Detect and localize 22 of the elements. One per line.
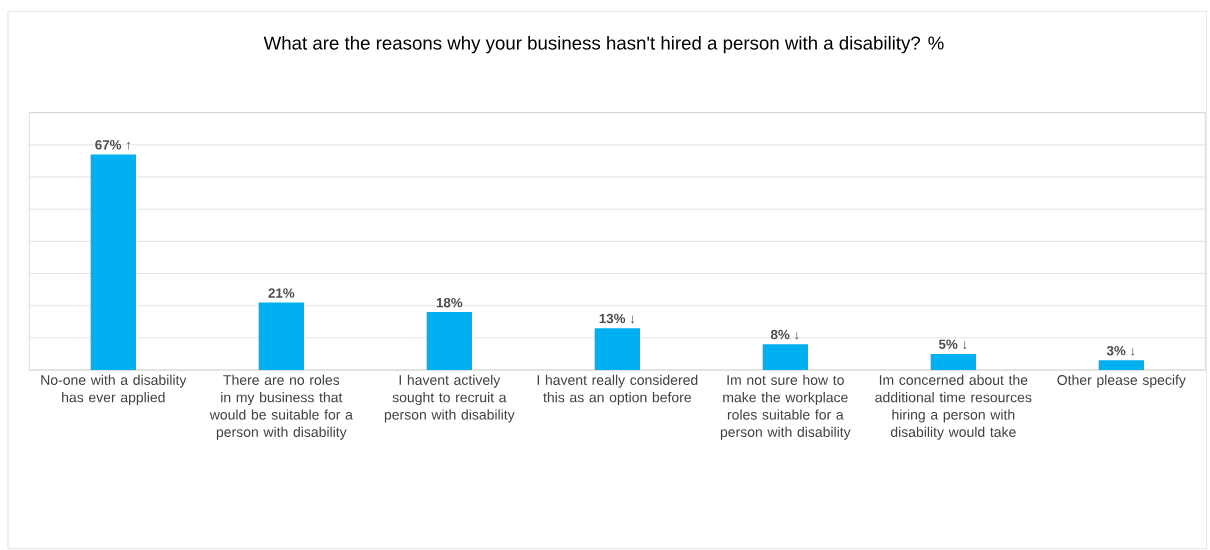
- data-label: 18%: [436, 297, 463, 308]
- data-label: 5% ↓: [938, 339, 967, 350]
- bar: [426, 312, 472, 370]
- x-tick-label: There are no roles in my business that would be suitable for a person with disability: [209, 374, 353, 440]
- bar: [594, 328, 641, 370]
- data-label: 13% ↓: [599, 313, 635, 324]
- data-label: 67% ↑: [95, 140, 131, 150]
- bar: [258, 302, 304, 370]
- chart-title: What are the reasons why your business hasn't hired a person with a disability? %: [263, 35, 944, 54]
- x-tick-label: Im not sure how to make the workplace roles suitable for a person with disability: [720, 374, 851, 440]
- bar: [762, 344, 809, 370]
- bar: [1098, 360, 1145, 370]
- x-tick-label: I havent actively sought to recruit a person with disability: [384, 374, 515, 423]
- bar: [90, 154, 136, 370]
- data-label: 3% ↓: [1106, 345, 1135, 356]
- x-tick-label: No-one with a disability has ever applied: [41, 374, 187, 406]
- x-tick-label: I havent really considered this as an option before: [537, 374, 698, 406]
- bar: [930, 353, 977, 370]
- data-label: 8% ↓: [770, 329, 799, 340]
- data-label: 21%: [268, 288, 295, 298]
- x-tick-label: Im concerned about the additional time resources hiring a person with disability would take: [875, 374, 1032, 440]
- x-tick-label: Other please specify: [1057, 374, 1186, 388]
